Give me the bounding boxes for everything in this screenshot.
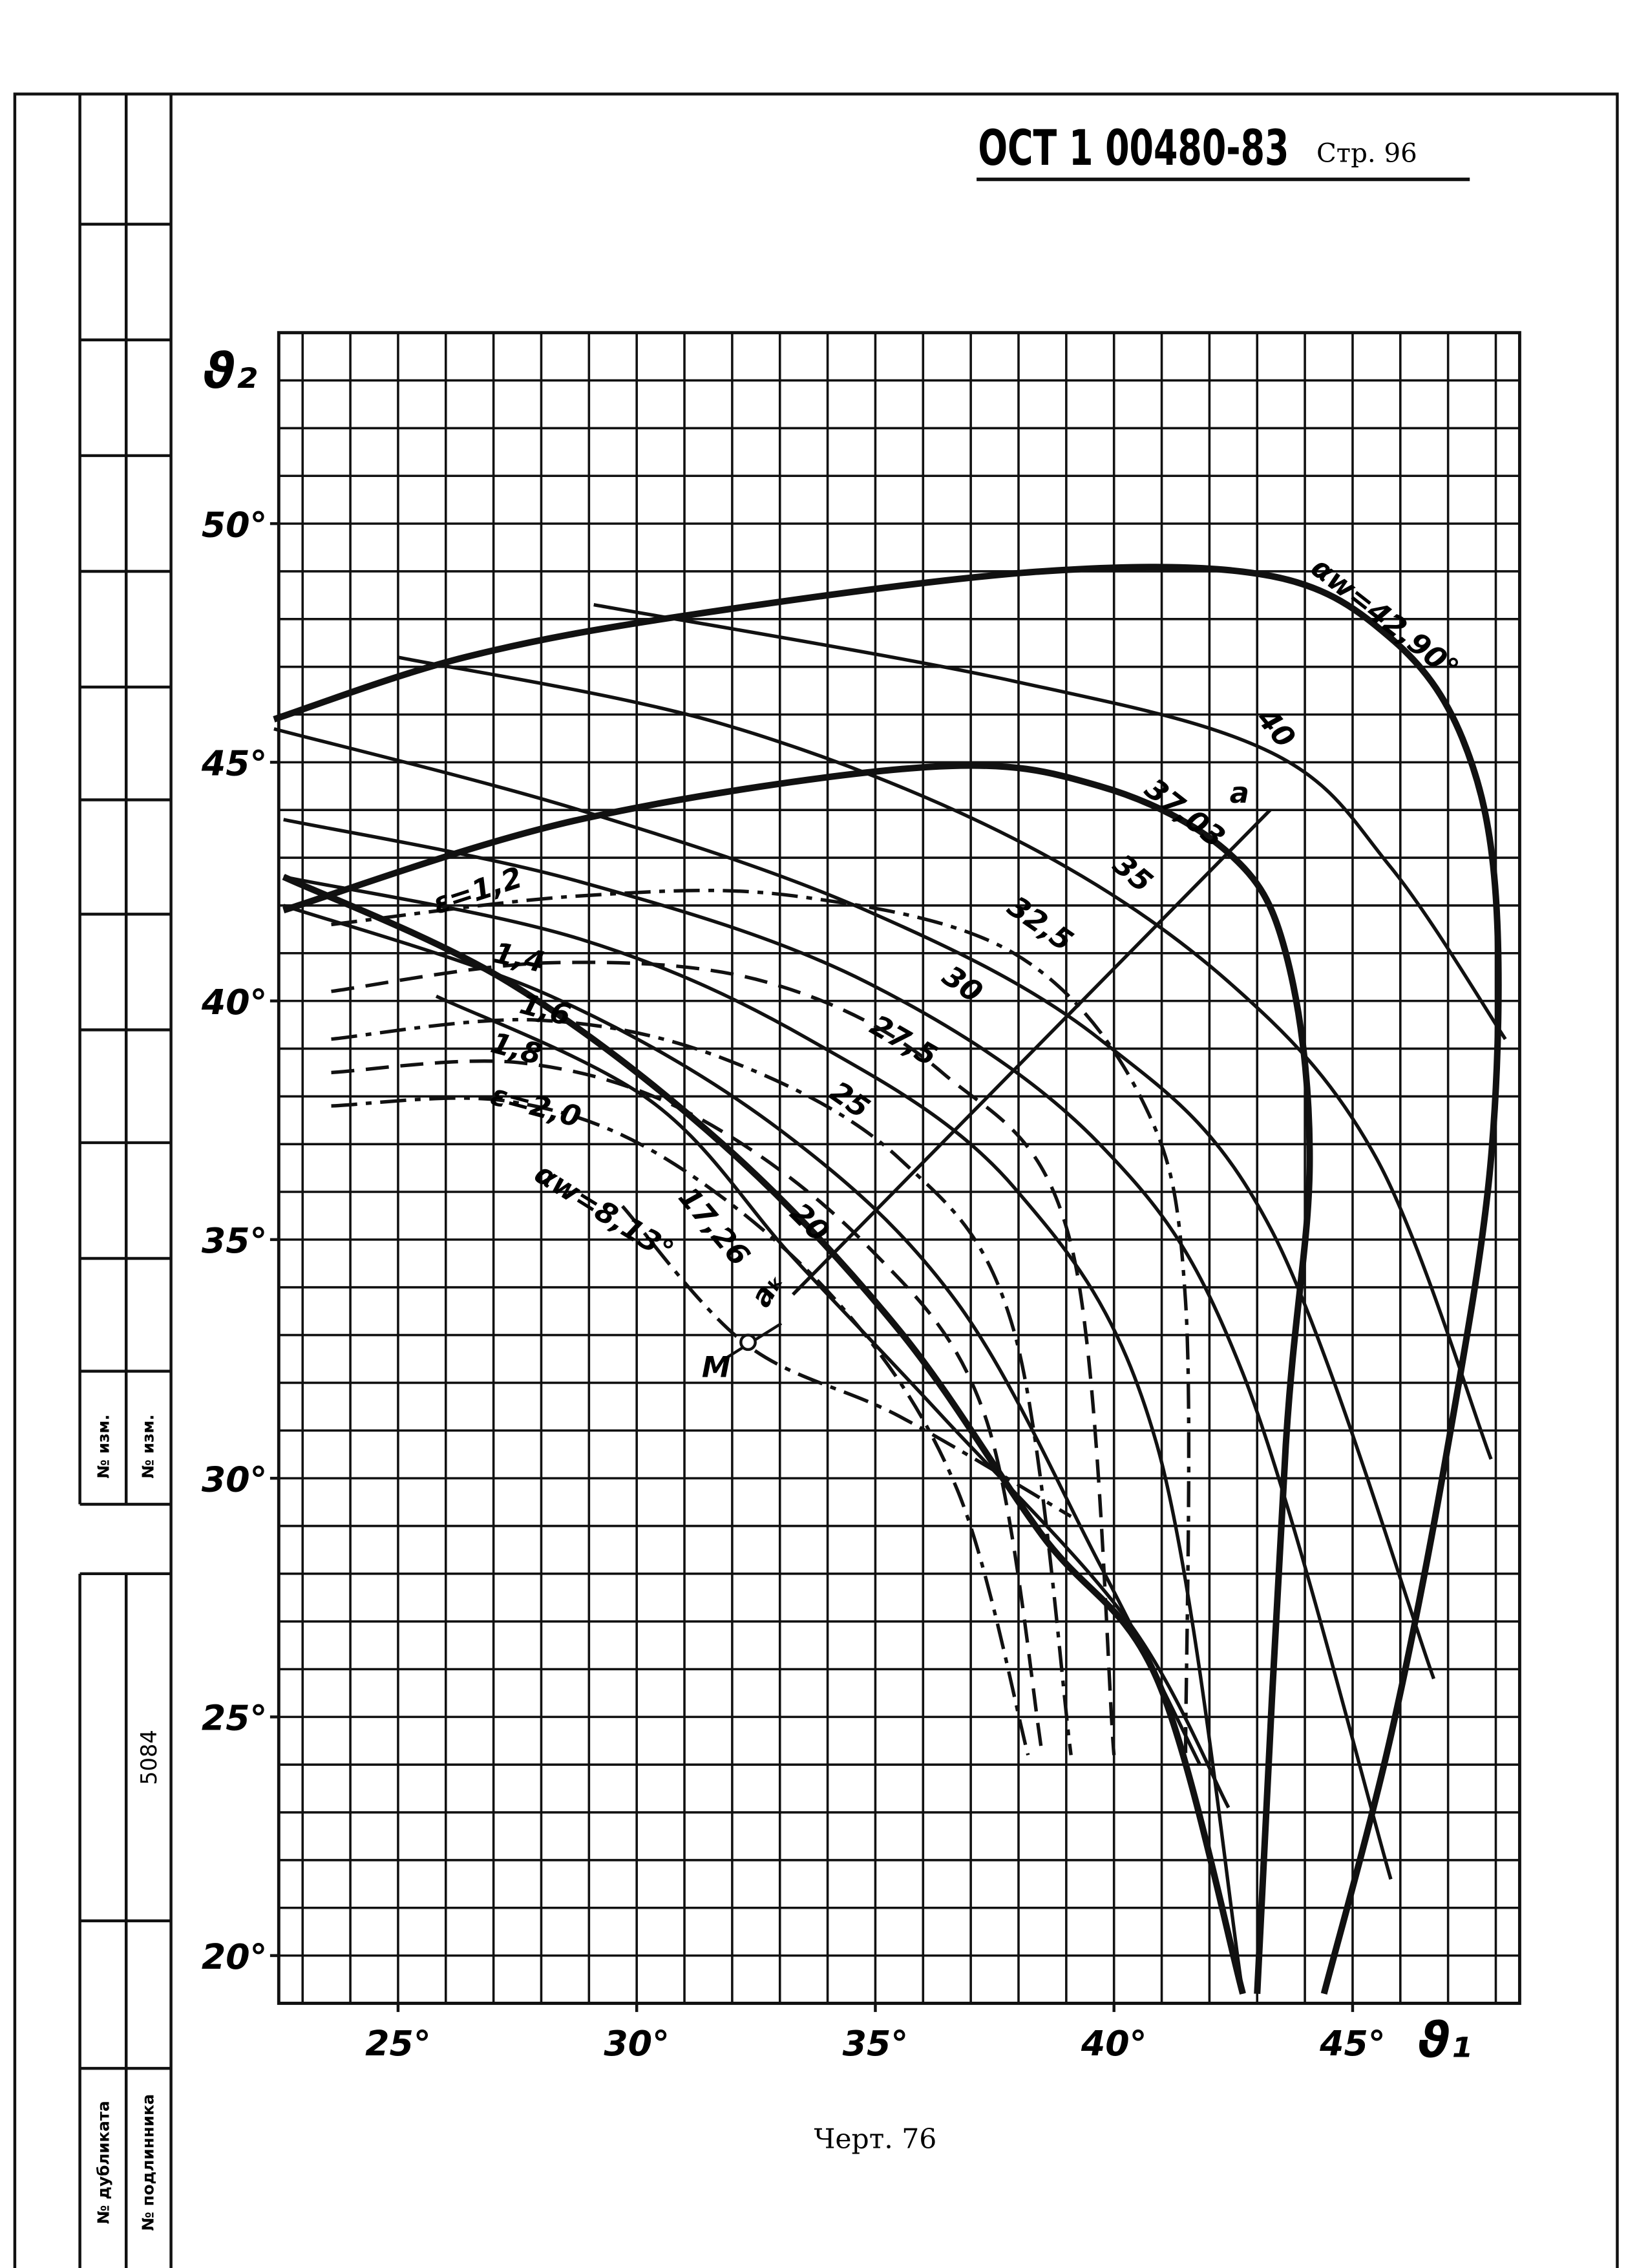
curve [621, 1205, 1072, 1518]
y-axis-label: ϑ₂ [203, 342, 257, 399]
nomogram: 25° 30° 35° 40° 45° 20° 25° 30° 35° 40° 45° 50° ϑ₂ ϑ₁… [201, 331, 1521, 2068]
construction-line [791, 809, 1272, 1296]
curve-label: 37,03 [1139, 771, 1232, 854]
curve [273, 727, 1436, 1680]
curve [331, 1017, 1073, 1755]
stamp-duplicate: № дубликата [94, 2101, 112, 2224]
stamp-change: № изм. [139, 1414, 158, 1478]
curve-label: 32,5 [1002, 889, 1080, 958]
curve [435, 994, 1231, 1808]
point-label: aₖ [743, 1266, 790, 1313]
curve-label: 1,8 [487, 1025, 545, 1072]
x-tick-label: 40° [1081, 2023, 1147, 2064]
y-tick-label: 25° [202, 1698, 268, 1739]
point-marker [739, 1333, 757, 1351]
plot-border [277, 331, 1521, 2005]
stamp-columns [78, 94, 173, 2268]
y-tick-label: 20° [202, 1936, 268, 1977]
stamp-number: 5084 [136, 1730, 162, 1785]
figure-caption: Черт. 76 [814, 2123, 937, 2155]
curve [331, 1059, 1044, 1755]
x-tick-label: 25° [365, 2023, 431, 2064]
x-tick-label: 30° [604, 2023, 670, 2064]
curve-label: 1,4 [491, 935, 548, 979]
curve [397, 655, 1493, 1460]
stamp-original: № подлинника [139, 2094, 158, 2231]
y-tick-label: 30° [202, 1459, 268, 1500]
curve [593, 603, 1507, 1041]
curve-label: ε=2,0 [487, 1077, 585, 1134]
curve [282, 904, 1202, 1766]
x-tick-label: 35° [843, 2023, 909, 2064]
stamp-change: № изм. [94, 1414, 112, 1478]
page-frame [13, 92, 1619, 2268]
curve [283, 874, 1245, 1995]
y-tick-label: 35° [202, 1220, 268, 1261]
x-axis-label: ϑ₁ [1418, 2011, 1472, 2068]
curve-label: 1,6 [516, 986, 575, 1033]
curve [282, 874, 1246, 1995]
y-tick-label: 45° [201, 743, 268, 784]
point-label: a [1230, 776, 1249, 810]
curve [282, 762, 1313, 1994]
document-code: ОСТ 1 00480-83 [978, 119, 1289, 176]
curve-label: 25 [823, 1074, 876, 1125]
point-label: M [702, 1350, 731, 1384]
curve [331, 960, 1116, 1755]
y-tick-label: 50° [202, 504, 268, 545]
curve [331, 888, 1191, 1755]
curve [283, 818, 1393, 1880]
page-number: Стр. 96 [1316, 139, 1417, 169]
curve-label: ε=1,2 [428, 860, 526, 921]
x-tick-label: 45° [1319, 2023, 1386, 2064]
curve [331, 1096, 1030, 1756]
curve-label: αw=8,13° [529, 1156, 680, 1267]
y-tick-label: 40° [201, 982, 268, 1023]
curve [273, 564, 1502, 1995]
